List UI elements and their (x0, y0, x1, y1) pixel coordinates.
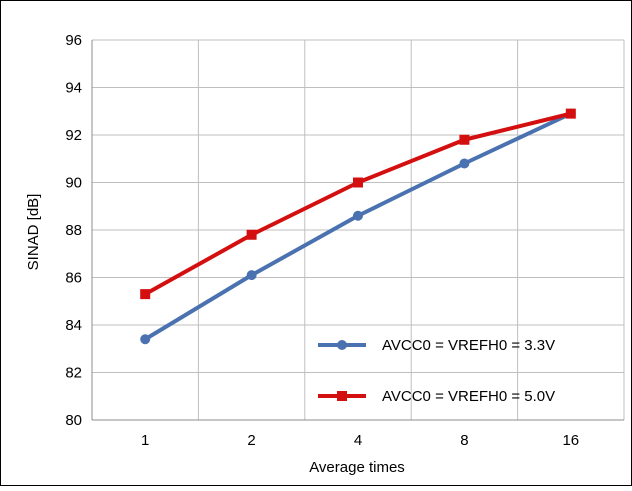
data-point-marker (353, 177, 363, 188)
y-tick-label: 92 (65, 127, 82, 144)
series (140, 108, 576, 345)
y-tick-label: 80 (65, 412, 82, 429)
x-tick-label: 4 (354, 432, 362, 449)
legend-label: AVCC0 = VREFH0 = 5.0V (382, 388, 555, 405)
legend-marker (337, 340, 347, 350)
series-2 (140, 108, 576, 300)
legend-label: AVCC0 = VREFH0 = 3.3V (382, 337, 555, 354)
data-point-marker (565, 108, 576, 119)
y-tick-label: 94 (65, 80, 82, 97)
data-point-marker (140, 334, 151, 345)
y-tick-label: 86 (65, 270, 82, 287)
x-axis-label: Average times (309, 459, 405, 476)
data-point-marker (459, 134, 470, 145)
x-tick-label: 16 (562, 432, 579, 449)
y-tick-label: 88 (65, 222, 82, 239)
x-tick-label: 8 (460, 432, 468, 449)
data-point-marker (246, 229, 257, 240)
y-tick-label: 96 (65, 32, 82, 49)
data-point-marker (353, 210, 363, 221)
x-tick-label: 1 (141, 432, 149, 449)
legend: AVCC0 = VREFH0 = 3.3V AVCC0 = VREFH0 = 5.… (318, 337, 555, 405)
y-axis-label: SINAD [dB] (25, 194, 42, 271)
legend-entry-2: AVCC0 = VREFH0 = 5.0V (318, 388, 555, 405)
y-tick-label: 90 (65, 175, 82, 192)
data-point-marker (246, 270, 257, 281)
grid (91, 39, 625, 421)
y-tick-label: 84 (65, 317, 82, 334)
data-point-marker (140, 289, 151, 300)
legend-entry-1: AVCC0 = VREFH0 = 3.3V (318, 337, 555, 354)
data-point-marker (459, 158, 470, 169)
y-tick-label: 82 (65, 365, 82, 382)
legend-marker (337, 391, 347, 401)
x-tick-label: 2 (247, 432, 255, 449)
axes: 80 82 84 86 88 90 92 94 96 1 2 4 8 16 (65, 32, 624, 449)
